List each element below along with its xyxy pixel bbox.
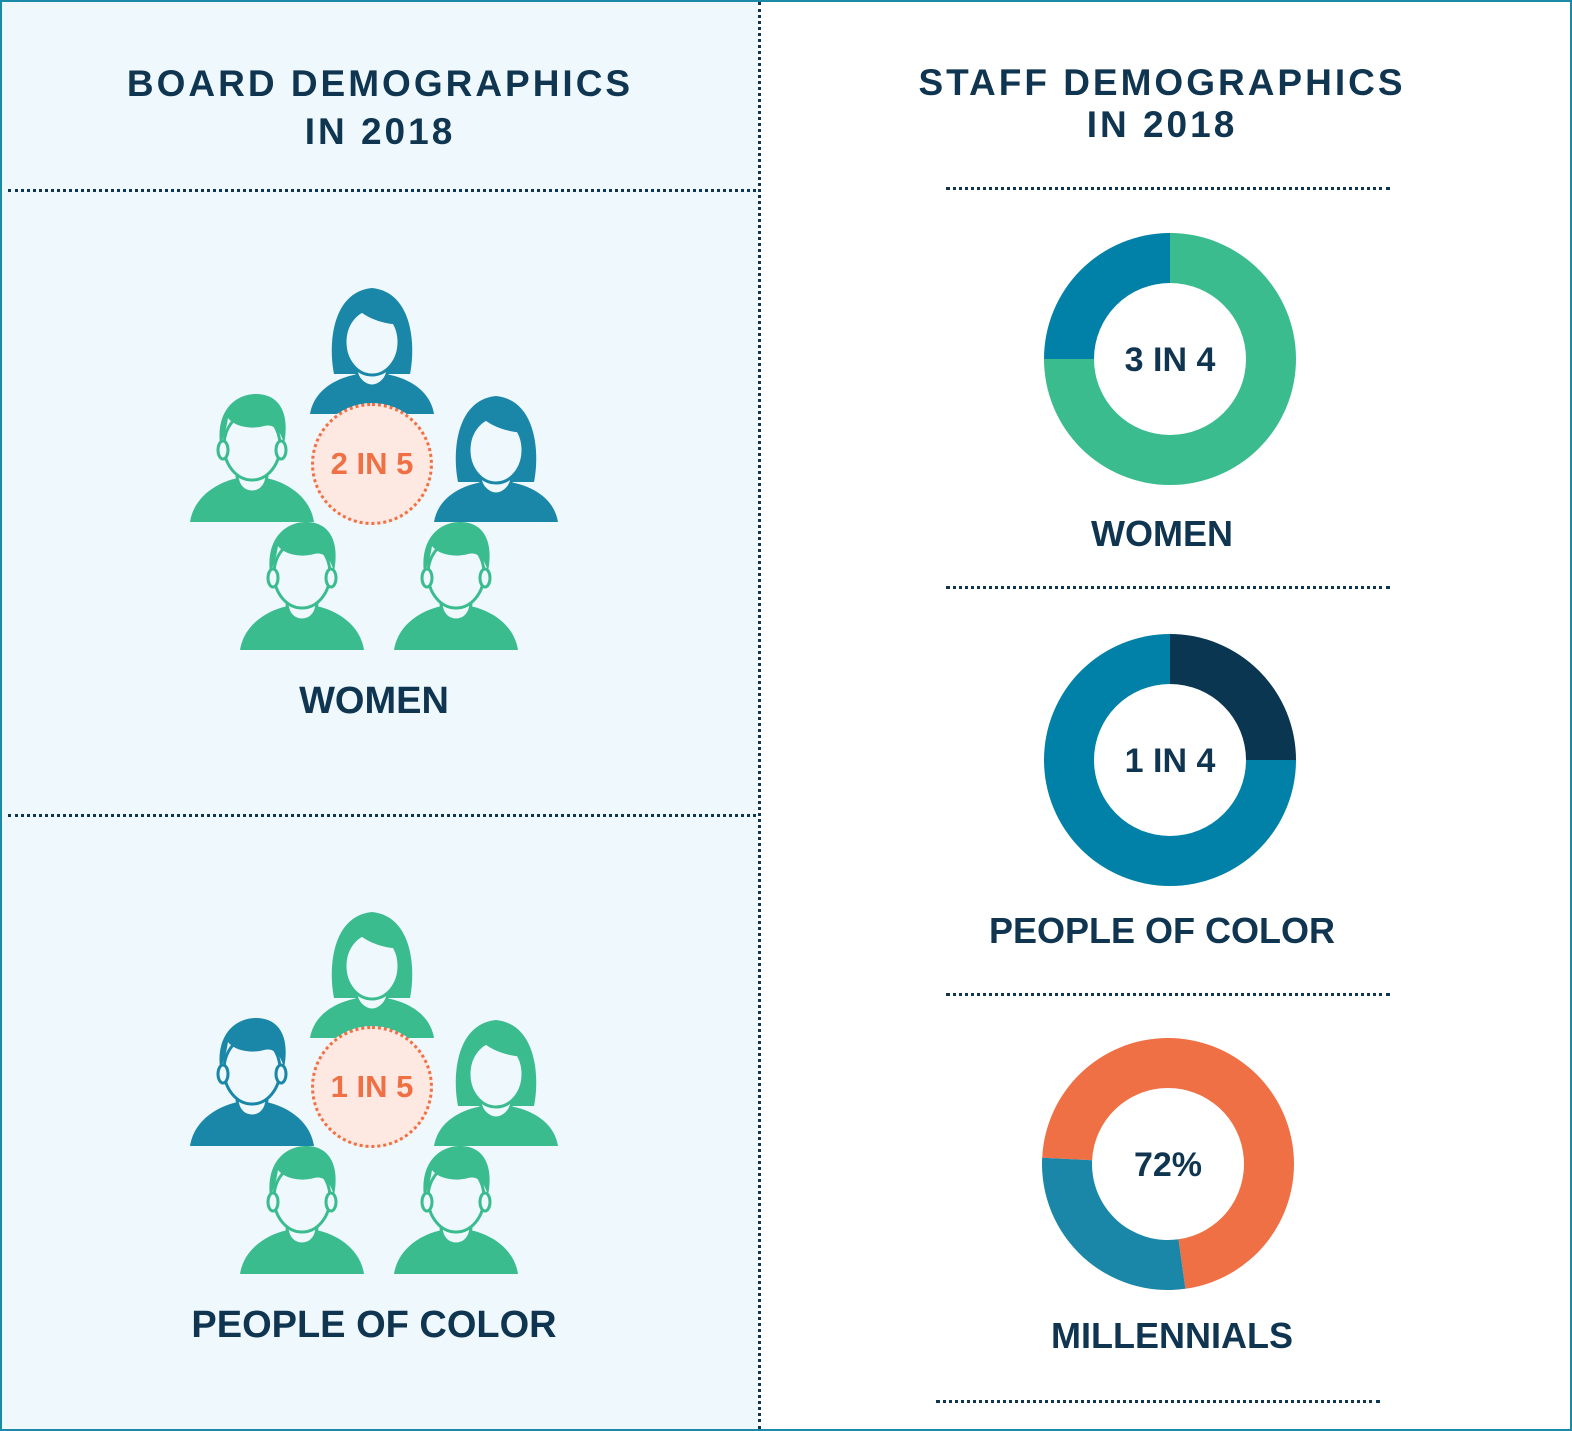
staff-title: STAFF DEMOGRAPHICS IN 2018 bbox=[918, 62, 1406, 145]
male-person-icon bbox=[190, 1016, 314, 1146]
female-person-icon bbox=[434, 392, 558, 522]
female-person-icon bbox=[434, 1016, 558, 1146]
board-women-ratio: 2 IN 5 bbox=[311, 403, 433, 525]
donut-center-label: 72% bbox=[1134, 1146, 1202, 1184]
board-divider bbox=[8, 814, 756, 817]
donut-slice bbox=[1044, 233, 1296, 485]
board-poc-ratio: 1 IN 5 bbox=[311, 1026, 433, 1148]
staff-divider bbox=[946, 993, 1390, 996]
female-person-icon bbox=[310, 908, 434, 1038]
staff-divider bbox=[946, 187, 1390, 190]
male-person-icon bbox=[394, 520, 518, 650]
board-poc-label: PEOPLE OF COLOR bbox=[191, 1304, 557, 1346]
donut-slice bbox=[1170, 634, 1296, 760]
male-person-icon bbox=[240, 1144, 364, 1274]
donut-slice bbox=[1042, 1157, 1186, 1290]
vertical-divider bbox=[758, 2, 761, 1429]
male-person-icon bbox=[240, 520, 364, 650]
staff-millennials-donut: 72% bbox=[1042, 1038, 1294, 1290]
donut-center-label: 3 IN 4 bbox=[1125, 341, 1216, 379]
staff-divider bbox=[936, 1400, 1380, 1403]
staff-poc-donut: 1 IN 4 bbox=[1044, 634, 1296, 886]
donut-center-label: 1 IN 4 bbox=[1125, 742, 1216, 780]
board-women-label: WOMEN bbox=[299, 680, 449, 722]
staff-poc-label: PEOPLE OF COLOR bbox=[988, 910, 1336, 951]
male-person-icon bbox=[394, 1144, 518, 1274]
staff-women-label: WOMEN bbox=[1091, 513, 1233, 554]
board-divider bbox=[8, 189, 756, 192]
board-panel bbox=[2, 2, 758, 1429]
donut-slice bbox=[1042, 1038, 1294, 1289]
female-person-icon bbox=[310, 284, 434, 414]
staff-divider bbox=[946, 586, 1390, 589]
board-title: BOARD DEMOGRAPHICS IN 2018 bbox=[126, 63, 634, 152]
donut-slice bbox=[1044, 233, 1170, 359]
male-person-icon bbox=[190, 392, 314, 522]
staff-millennials-label: MILLENNIALS bbox=[1051, 1315, 1293, 1356]
donut-slice bbox=[1044, 634, 1296, 886]
staff-women-donut: 3 IN 4 bbox=[1044, 233, 1296, 485]
